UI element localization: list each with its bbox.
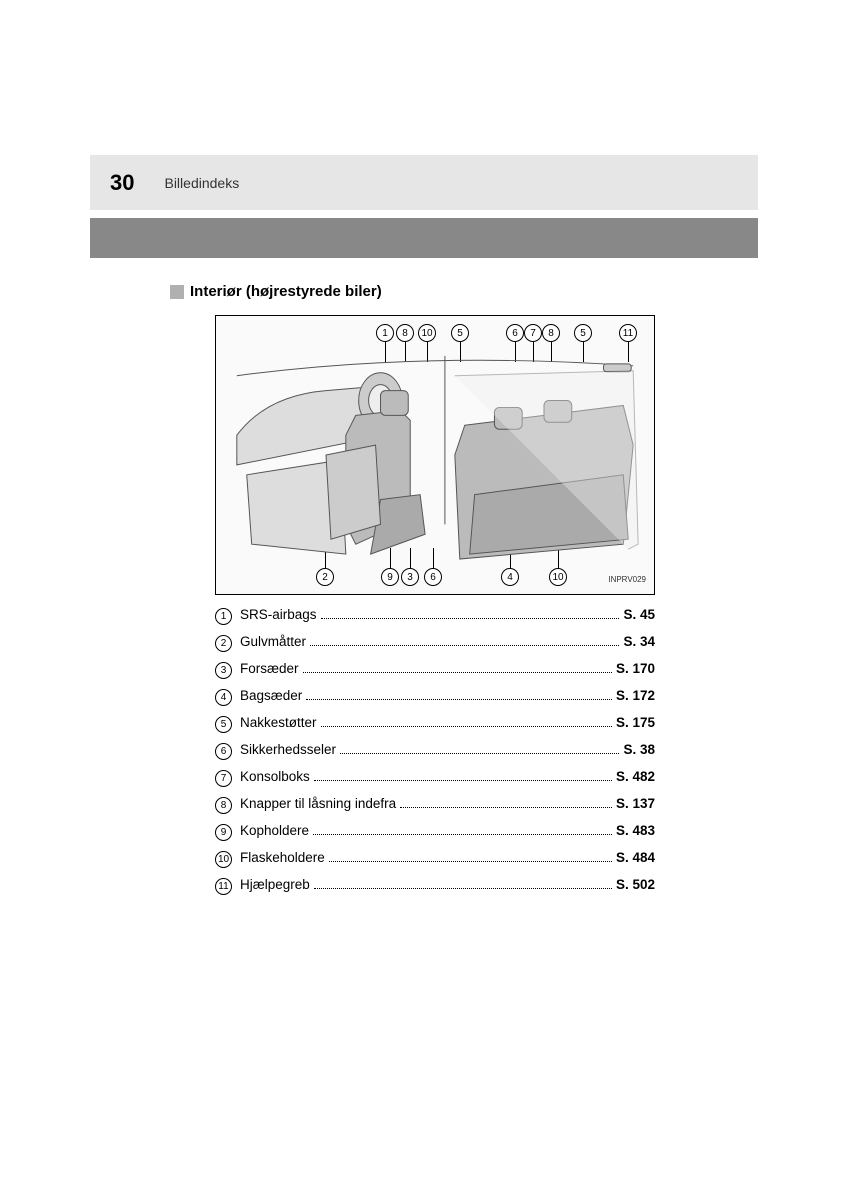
leader-dots xyxy=(340,753,619,754)
index-label: Bagsæder xyxy=(240,688,302,703)
index-page-ref: S. 172 xyxy=(616,688,655,703)
index-page-ref: S. 45 xyxy=(623,607,655,622)
index-number: 10 xyxy=(215,851,232,868)
callout-marker: 8 xyxy=(542,324,560,342)
content-area: Interiør (højrestyrede biler) 1810567851… xyxy=(170,283,758,895)
car-interior-illustration xyxy=(226,346,644,564)
callout-marker: 2 xyxy=(316,568,334,586)
index-page-ref: S. 175 xyxy=(616,715,655,730)
index-number: 5 xyxy=(215,716,232,733)
index-row: 5 Nakkestøtter S. 175 xyxy=(215,715,655,733)
callout-marker: 7 xyxy=(524,324,542,342)
index-list: 1 SRS-airbags S. 45 2 Gulvmåtter S. 34 3 Forsæd… xyxy=(215,607,655,895)
square-bullet-icon xyxy=(170,285,184,299)
leader-dots xyxy=(400,807,612,808)
index-label: Knapper til låsning indefra xyxy=(240,796,396,811)
index-label: Nakkestøtter xyxy=(240,715,317,730)
index-page-ref: S. 482 xyxy=(616,769,655,784)
leader-dots xyxy=(313,834,612,835)
subtitle-text: Interiør (højrestyrede biler) xyxy=(190,283,382,300)
leader-dots xyxy=(303,672,612,673)
index-label: Gulvmåtter xyxy=(240,634,306,649)
callout-marker: 4 xyxy=(501,568,519,586)
index-label: Sikkerhedsseler xyxy=(240,742,336,757)
divider-bar xyxy=(90,218,758,258)
callout-marker: 11 xyxy=(619,324,637,342)
index-row: 2 Gulvmåtter S. 34 xyxy=(215,634,655,652)
section-name: Billedindeks xyxy=(164,175,239,191)
index-label: Flaskeholdere xyxy=(240,850,325,865)
index-page-ref: S. 483 xyxy=(616,823,655,838)
index-page-ref: S. 137 xyxy=(616,796,655,811)
callout-marker: 5 xyxy=(574,324,592,342)
index-page-ref: S. 34 xyxy=(623,634,655,649)
index-page-ref: S. 170 xyxy=(616,661,655,676)
index-number: 4 xyxy=(215,689,232,706)
index-row: 7 Konsolboks S. 482 xyxy=(215,769,655,787)
leader-dots xyxy=(314,780,612,781)
index-row: 3 Forsæder S. 170 xyxy=(215,661,655,679)
callout-marker: 6 xyxy=(506,324,524,342)
index-row: 9 Kopholdere S. 483 xyxy=(215,823,655,841)
index-page-ref: S. 502 xyxy=(616,877,655,892)
page-header: 30 Billedindeks xyxy=(90,155,758,210)
diagram-id-label: INPRV029 xyxy=(608,575,646,584)
leader-dots xyxy=(306,699,612,700)
callout-marker: 1 xyxy=(376,324,394,342)
leader-dots xyxy=(314,888,612,889)
index-number: 6 xyxy=(215,743,232,760)
index-row: 11 Hjælpegreb S. 502 xyxy=(215,877,655,895)
index-row: 10 Flaskeholdere S. 484 xyxy=(215,850,655,868)
index-label: Forsæder xyxy=(240,661,299,676)
callout-marker: 3 xyxy=(401,568,419,586)
leader-dots xyxy=(321,726,612,727)
callout-marker: 5 xyxy=(451,324,469,342)
index-number: 1 xyxy=(215,608,232,625)
callout-marker: 8 xyxy=(396,324,414,342)
leader-dots xyxy=(310,645,619,646)
index-number: 7 xyxy=(215,770,232,787)
index-label: Hjælpegreb xyxy=(240,877,310,892)
index-row: 8 Knapper til låsning indefra S. 137 xyxy=(215,796,655,814)
callout-marker: 6 xyxy=(424,568,442,586)
index-number: 9 xyxy=(215,824,232,841)
manual-page: 30 Billedindeks Interiør (højrestyrede b… xyxy=(0,0,848,1200)
index-row: 4 Bagsæder S. 172 xyxy=(215,688,655,706)
index-row: 1 SRS-airbags S. 45 xyxy=(215,607,655,625)
leader-dots xyxy=(329,861,612,862)
interior-diagram: 18105678511 2936410 xyxy=(215,315,655,595)
subtitle-row: Interiør (højrestyrede biler) xyxy=(170,283,758,300)
index-label: SRS-airbags xyxy=(240,607,317,622)
index-page-ref: S. 38 xyxy=(623,742,655,757)
index-label: Konsolboks xyxy=(240,769,310,784)
callout-marker: 10 xyxy=(549,568,567,586)
index-label: Kopholdere xyxy=(240,823,309,838)
index-number: 2 xyxy=(215,635,232,652)
page-number: 30 xyxy=(110,170,134,196)
car-sketch-svg xyxy=(226,346,644,564)
index-row: 6 Sikkerhedsseler S. 38 xyxy=(215,742,655,760)
callout-marker: 10 xyxy=(418,324,436,342)
index-page-ref: S. 484 xyxy=(616,850,655,865)
callout-marker: 9 xyxy=(381,568,399,586)
index-number: 11 xyxy=(215,878,232,895)
leader-dots xyxy=(321,618,620,619)
index-number: 3 xyxy=(215,662,232,679)
index-number: 8 xyxy=(215,797,232,814)
